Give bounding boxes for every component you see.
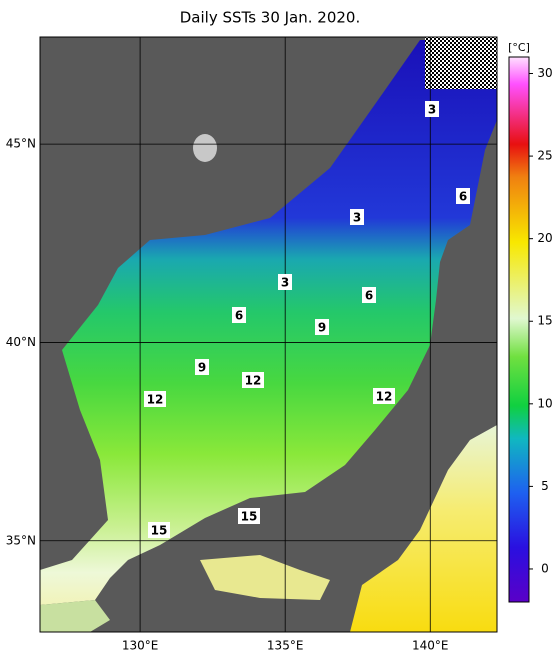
contour-label-box [232,307,246,323]
colorbar-tick-label: 10 [537,396,552,410]
inland-sea [200,555,330,600]
contour-label: 3 [428,103,436,117]
contour-label-box [195,359,209,375]
contour-label-box [148,522,170,538]
colorbar [508,56,530,603]
contour-label: 12 [147,393,164,407]
colorbar-tick-label: 0 [541,561,549,575]
missing-data [425,37,497,89]
title: Daily SSTs 30 Jan. 2020. [180,9,360,27]
contour-label-box [373,388,395,404]
lake [193,134,217,162]
lon-label: 140°E [412,639,449,653]
contour-label: 12 [376,390,393,404]
contour-label-box [456,188,470,204]
contour-label-box [315,319,329,335]
contour-label: 6 [235,309,243,323]
sea-of-japan [40,40,497,605]
contour-label-box [242,372,264,388]
colorbar-unit: [°C] [508,41,530,54]
lon-label: 135°E [267,639,304,653]
colorbar-tick-label: 30 [537,66,552,80]
colorbar-tick-label: 5 [541,479,549,493]
lat-label: 45°N [6,137,36,151]
contour-label: 6 [459,190,467,204]
contour-label: 15 [241,510,258,524]
contour-label: 9 [198,361,206,375]
sea-south-west [40,600,110,632]
lon-label: 130°E [122,639,159,653]
contour-label-box [278,274,292,290]
contour-label-box [238,508,260,524]
contour-label: 15 [151,524,168,538]
lat-label: 35°N [6,533,36,547]
colorbar-tick-label: 20 [537,231,552,245]
contour-label-box [350,209,364,225]
contour-label: 3 [353,211,361,225]
contour-label-box [362,287,376,303]
map: 3 3 3 6 6 6 9 9 12 12 12 15 15 [39,36,498,633]
contour-label: 12 [245,374,262,388]
contour-label-box [144,391,166,407]
contour-label: 6 [365,289,373,303]
colorbar-tick-label: 25 [537,149,552,163]
contour-label-box [425,101,439,117]
map-frame [39,36,498,633]
contour-label: 3 [281,276,289,290]
lat-label: 40°N [6,335,36,349]
pacific [350,425,497,632]
contour-label: 9 [318,321,326,335]
colorbar-tick-label: 15 [537,314,552,328]
